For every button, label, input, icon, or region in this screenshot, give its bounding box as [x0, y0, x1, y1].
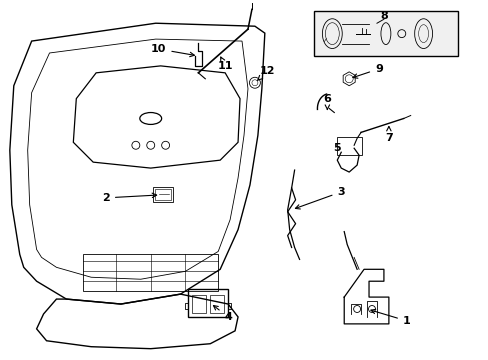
Text: 8: 8 [379, 11, 387, 21]
Text: 3: 3 [295, 187, 345, 209]
Text: 2: 2 [102, 193, 156, 203]
Bar [210, 295, 224, 313]
Bar [192, 295, 206, 313]
Bar [337, 137, 361, 155]
Bar [152, 187, 172, 202]
Text: 9: 9 [352, 64, 382, 78]
Text: 5: 5 [333, 143, 341, 153]
Text: 4: 4 [213, 306, 232, 322]
Text: 1: 1 [370, 309, 410, 326]
Bar [314, 11, 457, 56]
Bar [154, 189, 170, 200]
Text: 11: 11 [217, 57, 232, 71]
Text: 7: 7 [384, 126, 392, 143]
Bar [188, 289, 228, 317]
Text: 6: 6 [323, 94, 330, 109]
Text: 10: 10 [151, 44, 194, 57]
Text: 12: 12 [257, 66, 275, 81]
